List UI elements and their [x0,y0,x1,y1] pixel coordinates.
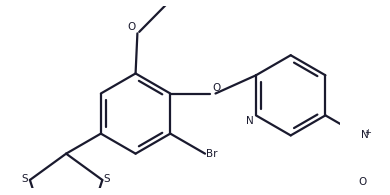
Text: N: N [246,116,254,127]
Text: O: O [127,22,136,32]
Text: S: S [104,174,110,184]
Text: O: O [212,83,220,93]
Text: O: O [358,177,367,187]
Text: +: + [365,128,371,137]
Text: S: S [22,174,28,184]
Text: Br: Br [206,149,218,159]
Text: N: N [361,130,369,140]
